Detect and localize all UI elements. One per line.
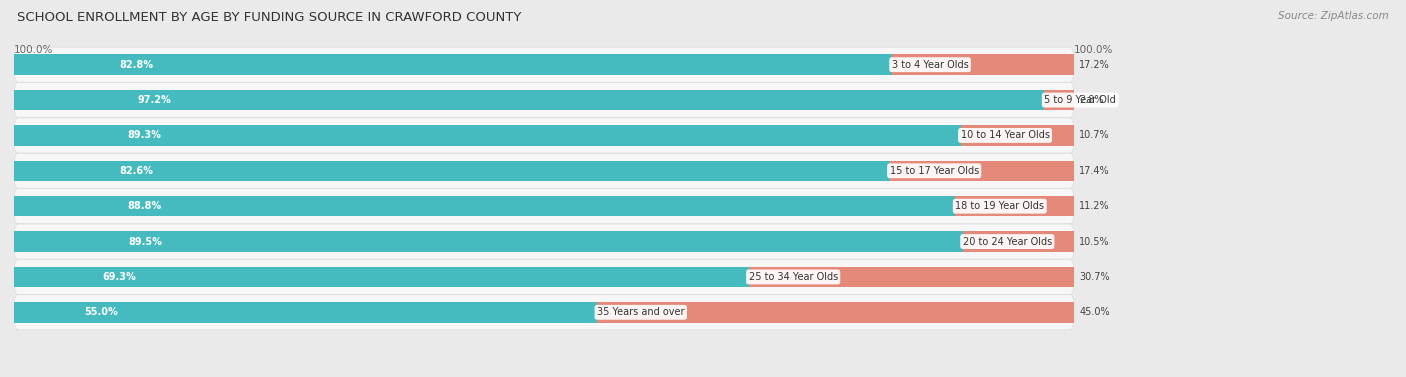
Text: 100.0%: 100.0% — [1074, 44, 1114, 55]
FancyBboxPatch shape — [14, 83, 1074, 118]
Bar — [960, 125, 1074, 146]
Bar — [14, 196, 955, 216]
Text: 17.4%: 17.4% — [1080, 166, 1109, 176]
FancyBboxPatch shape — [14, 224, 1074, 259]
FancyBboxPatch shape — [14, 295, 1074, 330]
Bar — [955, 196, 1074, 216]
Bar — [963, 231, 1074, 252]
Text: 100.0%: 100.0% — [14, 44, 53, 55]
Text: 55.0%: 55.0% — [84, 307, 118, 317]
Text: 18 to 19 Year Olds: 18 to 19 Year Olds — [955, 201, 1045, 211]
Text: 97.2%: 97.2% — [138, 95, 172, 105]
Text: 2.8%: 2.8% — [1080, 95, 1104, 105]
Bar — [14, 90, 1045, 110]
Text: 25 to 34 Year Olds: 25 to 34 Year Olds — [748, 272, 838, 282]
Bar — [14, 267, 748, 287]
Text: 30.7%: 30.7% — [1080, 272, 1109, 282]
Text: 10.5%: 10.5% — [1080, 236, 1109, 247]
Text: 35 Years and over: 35 Years and over — [598, 307, 685, 317]
Text: 20 to 24 Year Olds: 20 to 24 Year Olds — [963, 236, 1052, 247]
Text: 5 to 9 Year Old: 5 to 9 Year Old — [1045, 95, 1116, 105]
FancyBboxPatch shape — [14, 259, 1074, 294]
Text: 10.7%: 10.7% — [1080, 130, 1109, 141]
Text: 11.2%: 11.2% — [1080, 201, 1109, 211]
Bar — [14, 161, 890, 181]
Text: 45.0%: 45.0% — [1080, 307, 1109, 317]
FancyBboxPatch shape — [14, 188, 1074, 224]
Text: 10 to 14 Year Olds: 10 to 14 Year Olds — [960, 130, 1049, 141]
Bar — [890, 161, 1074, 181]
Text: 82.6%: 82.6% — [120, 166, 153, 176]
Text: 89.3%: 89.3% — [128, 130, 162, 141]
Text: 69.3%: 69.3% — [103, 272, 136, 282]
Bar — [14, 231, 963, 252]
Bar — [14, 125, 960, 146]
FancyBboxPatch shape — [14, 153, 1074, 188]
Text: 3 to 4 Year Olds: 3 to 4 Year Olds — [891, 60, 969, 70]
Text: SCHOOL ENROLLMENT BY AGE BY FUNDING SOURCE IN CRAWFORD COUNTY: SCHOOL ENROLLMENT BY AGE BY FUNDING SOUR… — [17, 11, 522, 24]
Bar — [14, 302, 598, 323]
Text: 15 to 17 Year Olds: 15 to 17 Year Olds — [890, 166, 979, 176]
Text: 82.8%: 82.8% — [120, 60, 153, 70]
Bar — [598, 302, 1074, 323]
Bar — [891, 54, 1074, 75]
FancyBboxPatch shape — [14, 118, 1074, 153]
Text: 89.5%: 89.5% — [128, 236, 162, 247]
Text: 17.2%: 17.2% — [1080, 60, 1109, 70]
Bar — [14, 54, 891, 75]
Bar — [748, 267, 1074, 287]
Text: 88.8%: 88.8% — [127, 201, 162, 211]
Text: Source: ZipAtlas.com: Source: ZipAtlas.com — [1278, 11, 1389, 21]
Bar — [1045, 90, 1074, 110]
FancyBboxPatch shape — [14, 47, 1074, 82]
